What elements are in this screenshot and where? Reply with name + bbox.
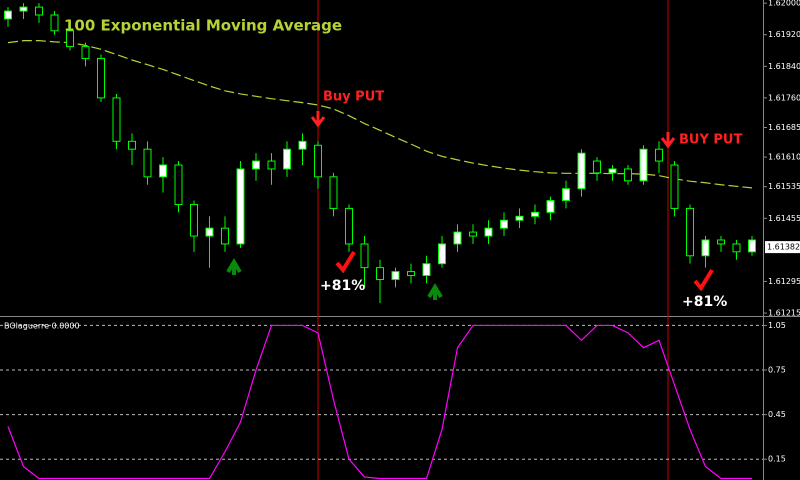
candle-body: [143, 148, 152, 178]
current-price-box: [765, 241, 800, 254]
candle-body: [546, 200, 555, 213]
candle-body: [66, 30, 74, 48]
candle-body: [190, 203, 198, 237]
candle-body: [422, 263, 431, 277]
y-tick-label: 1.61685: [768, 123, 800, 132]
candle-body: [97, 57, 105, 99]
down-arrow: [310, 111, 326, 128]
candle-body: [407, 271, 415, 277]
candle-body: [624, 168, 632, 182]
candle-body: [81, 46, 90, 59]
up-arrow: [427, 283, 443, 300]
candle-body: [484, 227, 493, 237]
candle-body: [438, 243, 446, 265]
y-tick-label: 1.61215: [768, 309, 800, 318]
y-tick-label: 1.61455: [768, 214, 800, 223]
annotation: Buy PUT: [323, 90, 384, 105]
candle-body: [670, 164, 679, 209]
candle-body: [453, 231, 462, 245]
y-tick-label: 1.62000: [768, 0, 800, 8]
candle-body: [329, 176, 338, 209]
checkmark: [693, 268, 714, 292]
indicator-title: BOlaguerre 0.0000: [4, 322, 80, 331]
ema-line: [7, 40, 753, 189]
candle-body: [748, 239, 756, 253]
candle-body: [35, 6, 43, 16]
y-tick-label: 1.05: [768, 321, 786, 330]
candle-body: [267, 160, 276, 170]
candle-body: [732, 243, 741, 253]
y-tick-label: 0.15: [768, 455, 786, 464]
candle-body: [360, 243, 369, 269]
candle-body: [562, 188, 570, 202]
candle-body: [298, 140, 307, 150]
candle-body: [531, 211, 539, 217]
down-arrow: [660, 132, 676, 149]
candle-body: [639, 148, 648, 182]
candle-body: [221, 227, 229, 245]
candle-body: [314, 144, 322, 178]
candle-body: [159, 164, 167, 178]
candle-body: [174, 164, 183, 205]
candle-body: [4, 10, 12, 20]
annotation: +81%: [682, 294, 727, 310]
candle-body: [376, 267, 384, 280]
indicator-line: [7, 324, 752, 480]
candle-body: [391, 271, 400, 280]
candle-body: [717, 239, 725, 245]
up-arrow: [226, 258, 242, 275]
candle-body: [593, 160, 601, 174]
candle-body: [515, 215, 524, 221]
candle-body: [19, 6, 28, 12]
candle-body: [701, 239, 710, 257]
candle-body: [205, 227, 214, 237]
candle-body: [236, 168, 245, 245]
checkmark: [335, 250, 356, 274]
legend-entry: 100 Exponential Moving Average: [64, 17, 342, 35]
candle-body: [345, 207, 353, 245]
y-tick-label: 1.61760: [768, 93, 800, 102]
y-tick-label: 0.45: [768, 410, 786, 419]
current-price-label: 1.61382: [767, 243, 800, 252]
annotation: +81%: [320, 278, 365, 294]
annotation: BUY PUT: [679, 133, 742, 148]
candle-body: [112, 97, 121, 142]
candle-body: [500, 219, 508, 229]
candle-body: [50, 14, 59, 32]
candle-body: [469, 231, 477, 237]
y-tick-label: 1.61610: [768, 153, 800, 162]
candle-body: [608, 168, 617, 174]
candle-body: [655, 148, 663, 162]
y-tick-label: 1.61840: [768, 62, 800, 71]
y-tick-label: 1.61920: [768, 30, 800, 39]
candle-body: [252, 160, 260, 170]
y-tick-label: 1.61295: [768, 277, 800, 286]
candle-body: [128, 140, 136, 150]
y-tick-label: 1.61535: [768, 182, 800, 191]
candle-body: [577, 152, 586, 190]
y-tick-label: 0.75: [768, 366, 786, 375]
candle-body: [686, 207, 694, 257]
candle-body: [283, 148, 291, 170]
